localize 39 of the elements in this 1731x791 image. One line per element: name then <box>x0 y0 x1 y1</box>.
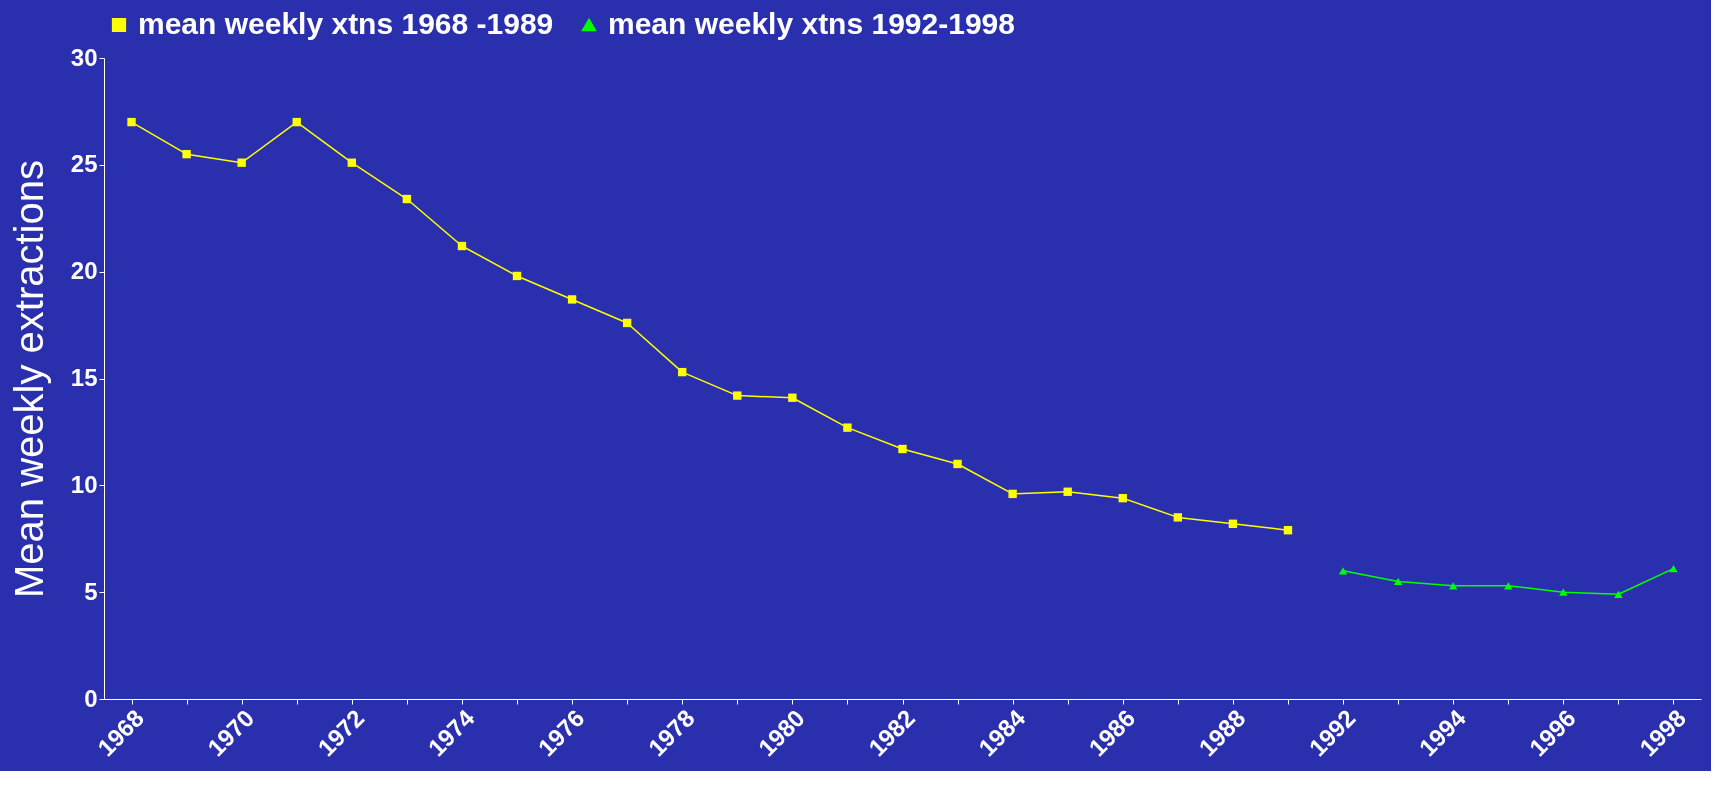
point <box>622 318 632 328</box>
point <box>237 158 246 167</box>
point <box>1669 565 1678 573</box>
point <box>1228 519 1238 528</box>
y-tick-label: 30 <box>70 43 98 71</box>
point <box>1173 513 1183 522</box>
y-tick-label: 5 <box>84 577 98 605</box>
y-tick-label: 25 <box>70 150 98 178</box>
point <box>1008 489 1017 499</box>
point <box>678 367 687 377</box>
point <box>182 149 191 159</box>
point <box>1614 590 1623 598</box>
point <box>733 391 742 400</box>
point <box>1063 487 1072 496</box>
point <box>457 241 467 251</box>
point <box>512 271 522 281</box>
point <box>1559 588 1568 596</box>
point <box>1449 582 1458 590</box>
point <box>953 459 962 469</box>
y-tick-label: 20 <box>70 257 98 285</box>
point <box>898 444 907 454</box>
point <box>127 117 136 127</box>
point <box>1118 493 1127 503</box>
y-tick-label: 15 <box>70 364 98 391</box>
point <box>788 393 797 402</box>
y-tick-label: 10 <box>70 470 98 498</box>
y-tick-label: 0 <box>84 684 98 712</box>
point <box>567 295 577 304</box>
y-axis-title: Mean weekly extractions <box>6 160 51 598</box>
point <box>1504 582 1513 590</box>
point <box>1283 526 1293 535</box>
point <box>402 194 412 204</box>
point <box>843 423 852 432</box>
point <box>1338 567 1348 575</box>
legend-label: mean weekly xtns 1968 -1989 <box>138 7 554 40</box>
point <box>1393 577 1403 586</box>
legend-label: mean weekly xtns 1992-1998 <box>608 7 1015 40</box>
point <box>292 117 301 127</box>
point <box>347 158 356 167</box>
